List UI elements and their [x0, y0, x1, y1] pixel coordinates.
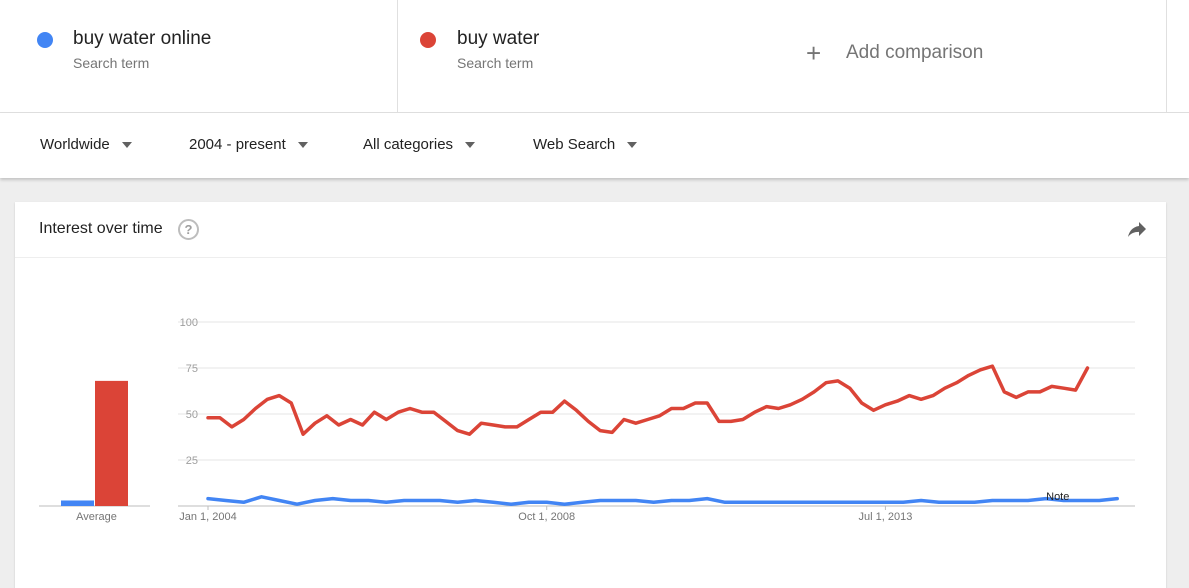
- y-tick-label: 50: [186, 409, 198, 421]
- series-line: [206, 495, 1119, 506]
- average-label: Average: [76, 511, 117, 523]
- series-line: [206, 364, 1090, 436]
- region-label: Worldwide: [40, 136, 110, 153]
- dropdown-caret-icon: [627, 141, 638, 148]
- series-color-dot-2: [420, 32, 436, 48]
- series-color-dot-1: [37, 32, 53, 48]
- search-term-card-2[interactable]: buy water Search term: [399, 0, 779, 112]
- search-term-type: Search term: [457, 55, 534, 71]
- y-tick-label: 100: [180, 317, 198, 329]
- search-terms-bar: buy water online Search term buy water S…: [0, 0, 1189, 113]
- card-header: Interest over time ?: [15, 202, 1166, 258]
- search-type-dropdown[interactable]: Web Search: [533, 136, 638, 153]
- y-tick-label: 25: [186, 455, 198, 467]
- note-annotation: Note: [1046, 491, 1069, 503]
- average-bar: [95, 380, 128, 506]
- category-label: All categories: [363, 136, 454, 153]
- search-term-card-1[interactable]: buy water online Search term: [0, 0, 398, 112]
- time-range-label: 2004 - present: [189, 136, 286, 153]
- time-range-dropdown[interactable]: 2004 - present: [189, 136, 308, 153]
- filter-bar: Worldwide 2004 - present All categories …: [0, 113, 1189, 178]
- question-circle-icon[interactable]: ?: [178, 219, 199, 240]
- add-comparison-button[interactable]: + Add comparison: [806, 38, 983, 68]
- region-dropdown[interactable]: Worldwide: [40, 136, 132, 153]
- interest-chart: 100 75 50 25 Jan 1, 2004 Oct 1, 2008 Jul 1, 20…: [39, 317, 1135, 523]
- search-term-type: Search term: [73, 55, 150, 71]
- interest-over-time-card: Interest over time ? 100 75 50 25 Jan 1, 200…: [15, 202, 1166, 588]
- dropdown-caret-icon: [465, 141, 476, 148]
- divider: [1166, 0, 1167, 112]
- share-arrow-icon[interactable]: [1125, 218, 1149, 242]
- x-tick-label: Jan 1, 2004: [179, 511, 237, 523]
- dropdown-caret-icon: [297, 141, 308, 148]
- search-term-name[interactable]: buy water: [457, 28, 540, 49]
- search-term-name[interactable]: buy water online: [73, 28, 212, 49]
- add-comparison-label: Add comparison: [846, 42, 984, 63]
- x-tick-label: Jul 1, 2013: [859, 511, 913, 523]
- dropdown-caret-icon: [121, 141, 132, 148]
- search-type-label: Web Search: [533, 136, 616, 153]
- y-tick-label: 75: [186, 363, 198, 375]
- card-title: Interest over time: [39, 220, 163, 237]
- x-tick-label: Oct 1, 2008: [518, 511, 575, 523]
- plus-icon: +: [806, 38, 822, 68]
- category-dropdown[interactable]: All categories: [363, 136, 476, 153]
- average-bar: [61, 500, 94, 506]
